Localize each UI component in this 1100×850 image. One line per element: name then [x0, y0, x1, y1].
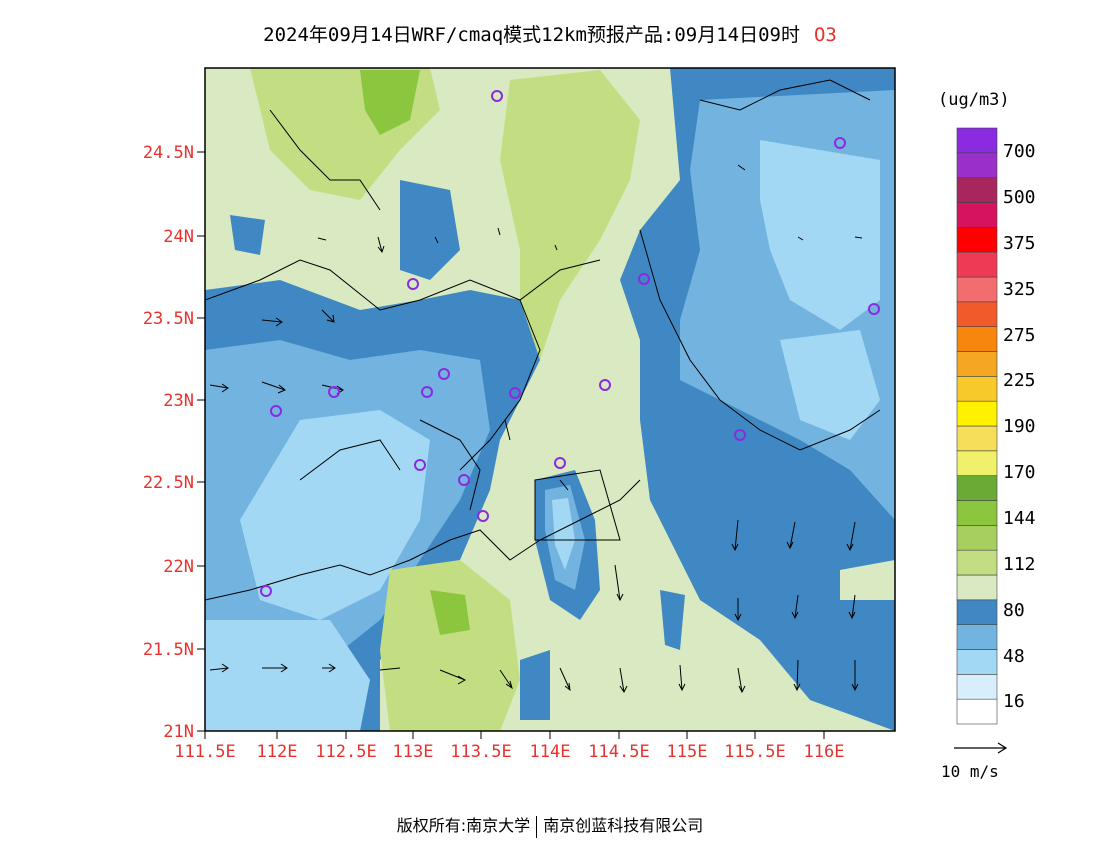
ozone-field: [205, 68, 895, 731]
colorbar-swatch: [956, 549, 998, 576]
lat-label: 22N: [163, 557, 194, 577]
colorbar-swatch: [956, 351, 998, 377]
colorbar-label: 190: [1003, 416, 1036, 437]
colorbar-label: 80: [1003, 600, 1025, 621]
colorbar-label: 375: [1003, 233, 1036, 254]
colorbar-swatch: [956, 202, 998, 228]
species-label: O3: [813, 24, 837, 46]
lat-label: 24.5N: [142, 143, 194, 163]
footer-right: 南京创蓝科技有限公司: [543, 816, 704, 835]
colorbar-label: 700: [1003, 141, 1036, 162]
lon-label: 115.5E: [724, 742, 786, 762]
lon-label: 114.5E: [588, 742, 650, 762]
colorbar-swatch: [956, 500, 998, 526]
footer: 版权所有:南京大学 南京创蓝科技有限公司: [0, 812, 1100, 838]
colorbar-swatch: [956, 450, 998, 476]
colorbar-label: 325: [1003, 279, 1036, 300]
colorbar-swatch: [956, 624, 998, 650]
colorbar-swatch: [956, 376, 998, 402]
footer-divider: [536, 815, 538, 838]
colorbar-swatch: [956, 276, 998, 303]
colorbar-label: 500: [1003, 187, 1036, 208]
colorbar-label: 112: [1003, 554, 1036, 575]
colorbar-swatch: [956, 251, 998, 278]
colorbar-swatch: [956, 649, 998, 675]
colorbar-swatch: [956, 425, 998, 452]
colorbar-label: 16: [1003, 691, 1025, 712]
boundaries: [205, 79, 881, 601]
colorbar: [956, 127, 998, 725]
colorbar-label: 170: [1003, 462, 1036, 483]
lat-label: 21.5N: [142, 640, 194, 660]
colorbar-swatch: [956, 525, 998, 551]
colorbar-label: 225: [1003, 370, 1036, 391]
lon-label: 116E: [803, 742, 845, 762]
colorbar-swatch: [956, 674, 998, 700]
lat-label: 23N: [163, 391, 194, 411]
colorbar-label: 275: [1003, 325, 1036, 346]
colorbar-swatch: [956, 301, 998, 327]
colorbar-swatch: [956, 475, 998, 501]
lon-label: 113E: [392, 742, 434, 762]
colorbar-swatch: [956, 599, 998, 625]
footer-left: 版权所有:南京大学: [396, 816, 531, 835]
colorbar-swatch: [956, 326, 998, 352]
lon-label: 112.5E: [315, 742, 377, 762]
colorbar-swatch: [956, 227, 998, 253]
colorbar-swatch: [956, 177, 998, 203]
wind-vectors: [209, 164, 863, 694]
colorbar-swatch: [956, 400, 998, 427]
lat-label: 24N: [163, 227, 194, 247]
wind-reference-arrow: [954, 742, 1008, 754]
lon-label: 111.5E: [174, 742, 236, 762]
colorbar-swatch: [956, 698, 998, 725]
station-markers: [260, 90, 880, 597]
lon-label: 115E: [666, 742, 708, 762]
lat-label: 21N: [163, 722, 194, 742]
colorbar-swatch: [956, 152, 998, 178]
lon-label: 112E: [256, 742, 298, 762]
title-text: 2024年09月14日WRF/cmaq模式12km预报产品:09月14日09时: [263, 24, 800, 46]
colorbar-units: (ug/m3): [938, 90, 1010, 110]
lat-label: 22.5N: [142, 473, 194, 493]
colorbar-swatch: [956, 127, 998, 154]
wind-reference-label: 10 m/s: [941, 762, 999, 781]
colorbar-label: 48: [1003, 646, 1025, 667]
colorbar-swatch: [956, 574, 998, 601]
lat-label: 23.5N: [142, 309, 194, 329]
lon-label: 114E: [529, 742, 571, 762]
colorbar-label: 144: [1003, 508, 1036, 529]
map-title: 2024年09月14日WRF/cmaq模式12km预报产品:09月14日09时 O…: [0, 20, 1100, 47]
lon-label: 113.5E: [450, 742, 512, 762]
axis-ticks: [197, 151, 825, 739]
